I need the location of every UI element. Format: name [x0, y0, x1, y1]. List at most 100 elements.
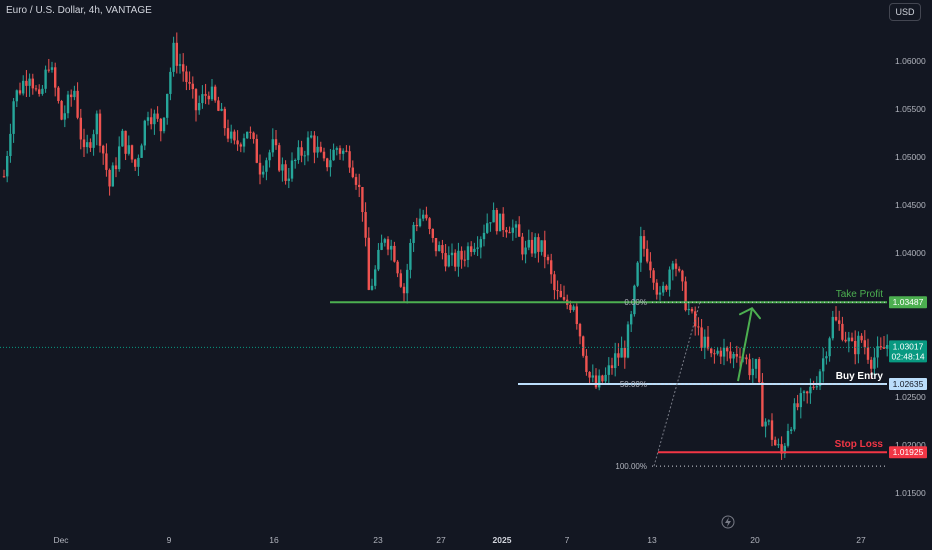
y-tick-label: 1.04000 — [895, 248, 926, 258]
candle-body — [207, 95, 210, 100]
candle-body — [569, 304, 572, 311]
candle-body — [332, 149, 335, 161]
candle-body — [678, 268, 681, 271]
candle-body — [178, 64, 182, 66]
candle-body — [726, 347, 729, 352]
candle-body — [303, 155, 306, 157]
candle-body — [534, 237, 537, 254]
candle-body — [217, 100, 220, 111]
stop-loss-label: Stop Loss — [835, 439, 884, 450]
candle-body — [585, 355, 588, 372]
candle-body — [191, 83, 194, 90]
candle-body — [214, 86, 217, 101]
candle-body — [271, 139, 274, 153]
symbol-title[interactable]: Euro / U.S. Dollar, 4h, VANTAGE — [6, 5, 152, 16]
take-profit-tag — [889, 296, 927, 309]
candle-body — [105, 153, 108, 170]
candle-body — [553, 274, 556, 291]
candle-body — [322, 151, 326, 159]
candle-body — [527, 239, 530, 248]
candle-body — [639, 236, 642, 263]
candle-body — [482, 232, 486, 240]
candle-body — [92, 134, 95, 148]
candle-body — [463, 259, 466, 261]
candle-body — [809, 386, 812, 394]
candle-body — [543, 240, 546, 257]
candle-body — [559, 290, 562, 298]
x-tick-label: 13 — [647, 535, 657, 545]
currency-button[interactable]: USD — [889, 3, 921, 21]
candle-body — [879, 346, 882, 348]
candle-body — [834, 316, 838, 321]
candle-body — [47, 69, 50, 71]
candle-body — [447, 255, 450, 267]
y-tick-label: 1.05500 — [895, 104, 926, 114]
candle-body — [818, 371, 822, 387]
candle-body — [431, 228, 434, 238]
current-price-tag-text: 1.03017 — [893, 341, 924, 351]
candle-body — [655, 282, 658, 295]
candle-body — [681, 270, 684, 282]
candle-body — [73, 90, 76, 98]
candle-body — [441, 245, 444, 254]
buy-entry-label: Buy Entry — [836, 371, 884, 382]
candle-body — [172, 42, 175, 72]
candle-body — [156, 113, 159, 119]
candle-body — [662, 285, 665, 293]
candle-body — [342, 150, 345, 154]
candle-body — [486, 223, 489, 233]
candle-body — [335, 148, 338, 150]
candle-body — [111, 165, 114, 187]
candle-body — [370, 285, 374, 290]
x-tick-label: 27 — [436, 535, 446, 545]
candle-body — [495, 210, 498, 232]
candle-body — [684, 281, 687, 311]
candle-body — [60, 100, 63, 120]
candle-body — [508, 232, 511, 234]
candle-body — [361, 186, 364, 213]
projection-arrow — [737, 308, 753, 382]
candle-body — [383, 239, 386, 243]
candle-body — [460, 250, 463, 260]
candle-body — [866, 347, 870, 360]
candle-body — [598, 375, 601, 388]
candle-body — [380, 242, 383, 250]
candle-body — [246, 131, 249, 139]
candle-body — [754, 359, 758, 369]
candle-body — [114, 165, 118, 170]
overlays: Take Profit Buy Entry Stop Loss 0.00% 50.00%… — [0, 289, 887, 529]
candle-body — [498, 213, 502, 232]
candle-body — [530, 239, 534, 254]
candle-body — [268, 152, 271, 161]
price-axis[interactable]: 1.06000 1.05500 1.05000 1.04500 1.04000 1.025… — [895, 56, 926, 498]
candle-body — [297, 147, 300, 160]
candle-body — [54, 67, 57, 88]
candle-body — [466, 246, 470, 260]
candle-body — [319, 146, 322, 152]
candle-body — [57, 87, 60, 101]
candle-body — [828, 338, 831, 357]
x-tick-label: Dec — [53, 535, 69, 545]
candle-body — [710, 348, 713, 354]
x-tick-label: 9 — [167, 535, 172, 545]
candle-body — [79, 117, 82, 140]
candle-body — [716, 350, 719, 354]
candle-body — [514, 224, 518, 228]
fib-level-label: 50.00% — [620, 380, 647, 389]
time-axis[interactable]: Dec 9 16 23 27 2025 7 13 20 27 — [53, 535, 866, 545]
current-price-tag — [889, 340, 927, 363]
candle-body — [556, 290, 559, 292]
candle-body — [386, 239, 390, 250]
candle-body — [399, 273, 402, 287]
candle-body — [262, 171, 265, 175]
y-tick-label: 1.01500 — [895, 488, 926, 498]
candle-body — [802, 391, 806, 394]
candle-body — [735, 353, 738, 357]
candle-body — [310, 135, 313, 138]
candle-body — [844, 339, 847, 342]
candle-body — [98, 113, 102, 146]
lightning-icon[interactable] — [721, 515, 735, 529]
candle-body — [511, 227, 514, 233]
candle-body — [15, 90, 18, 102]
